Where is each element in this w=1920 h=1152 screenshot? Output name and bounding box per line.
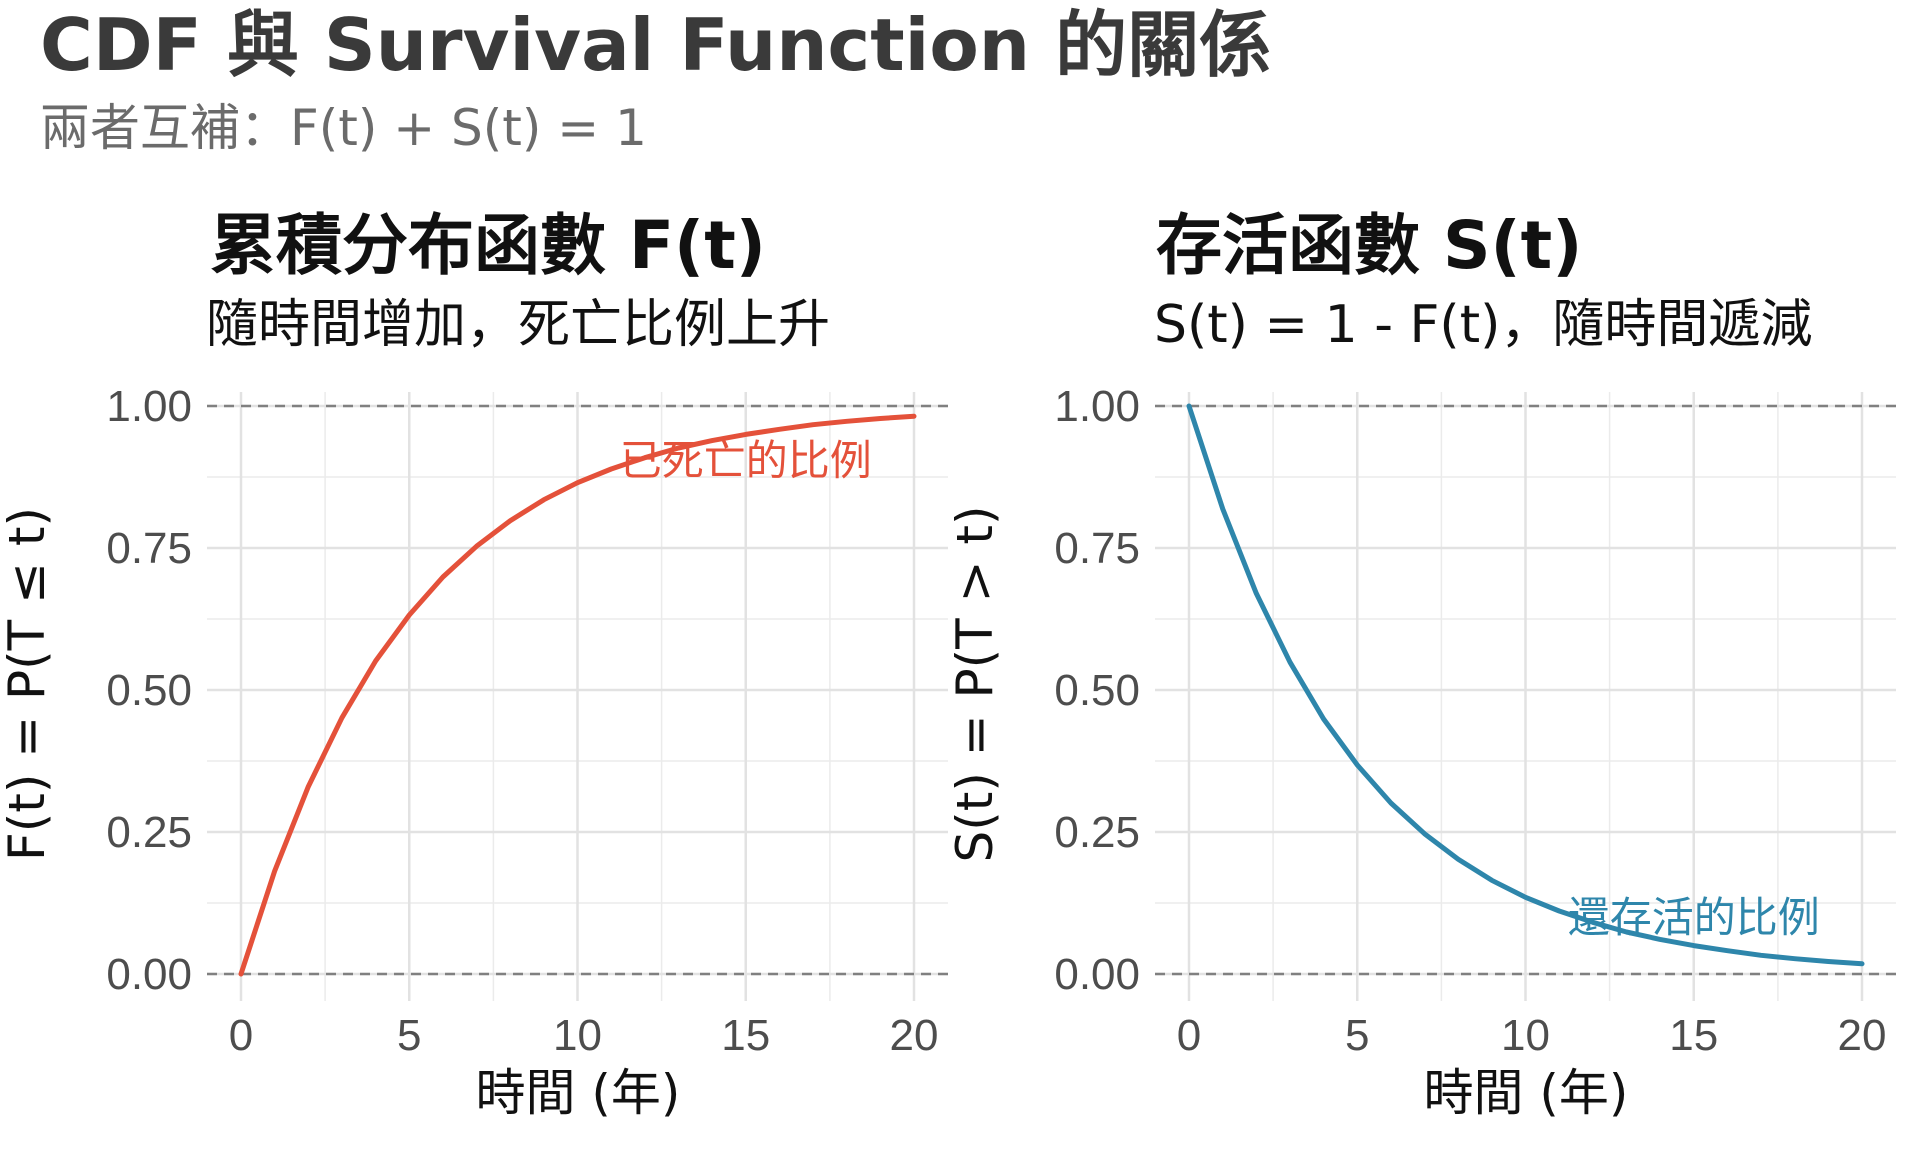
annotation-label: 還存活的比例 [1568,893,1820,942]
y-axis-title: S(t) = P(T > t) [946,505,1004,862]
annotation-label: 已死亡的比例 [620,436,872,485]
y-tick-label: 0.50 [1054,666,1140,715]
y-axis-title: F(t) = P(T ≤ t) [0,507,56,861]
y-tick-label: 0.25 [106,808,192,857]
y-tick-label: 0.50 [106,666,192,715]
cdf-chart: 0.00 0.25 0.50 0.75 1.00 0 5 10 15 20 時間 (年) F(t) =… [0,382,948,1122]
survival-chart: 0.00 0.25 0.50 0.75 1.00 0 5 10 15 20 時間 (年) S(t) =… [946,382,1896,1122]
survival-panel-subtitle: S(t) = 1 - F(t)，隨時間遞減 [1154,295,1813,355]
x-axis-title: 時間 (年) [1424,1064,1629,1122]
page-subtitle: 兩者互補：F(t) + S(t) = 1 [40,99,647,157]
x-tick-label: 5 [1345,1011,1369,1060]
series-line [238,413,917,977]
cdf-panel-title: 累積分布函數 F(t) [210,207,766,284]
y-tick-label: 1.00 [1054,382,1140,431]
y-tick-label: 1.00 [106,382,192,431]
y-tick-label: 0.25 [1054,808,1140,857]
x-tick-label: 10 [553,1011,602,1060]
x-axis-title: 時間 (年) [476,1064,681,1122]
x-tick-label: 15 [721,1011,770,1060]
y-tick-label: 0.75 [106,524,192,573]
x-tick-label: 10 [1501,1011,1550,1060]
x-tick-label: 15 [1669,1011,1718,1060]
series-line [1186,403,1865,967]
x-tick-label: 5 [397,1011,421,1060]
x-tick-label: 0 [229,1011,253,1060]
survival-panel-title: 存活函數 S(t) [1156,207,1583,284]
page-title: CDF 與 Survival Function 的關係 [40,3,1272,87]
x-tick-label: 0 [1177,1011,1201,1060]
y-tick-label: 0.00 [1054,950,1140,999]
x-tick-label: 20 [890,1011,939,1060]
y-tick-label: 0.75 [1054,524,1140,573]
cdf-panel-subtitle: 隨時間增加，死亡比例上升 [206,295,831,355]
y-tick-label: 0.00 [106,950,192,999]
x-tick-label: 20 [1838,1011,1887,1060]
